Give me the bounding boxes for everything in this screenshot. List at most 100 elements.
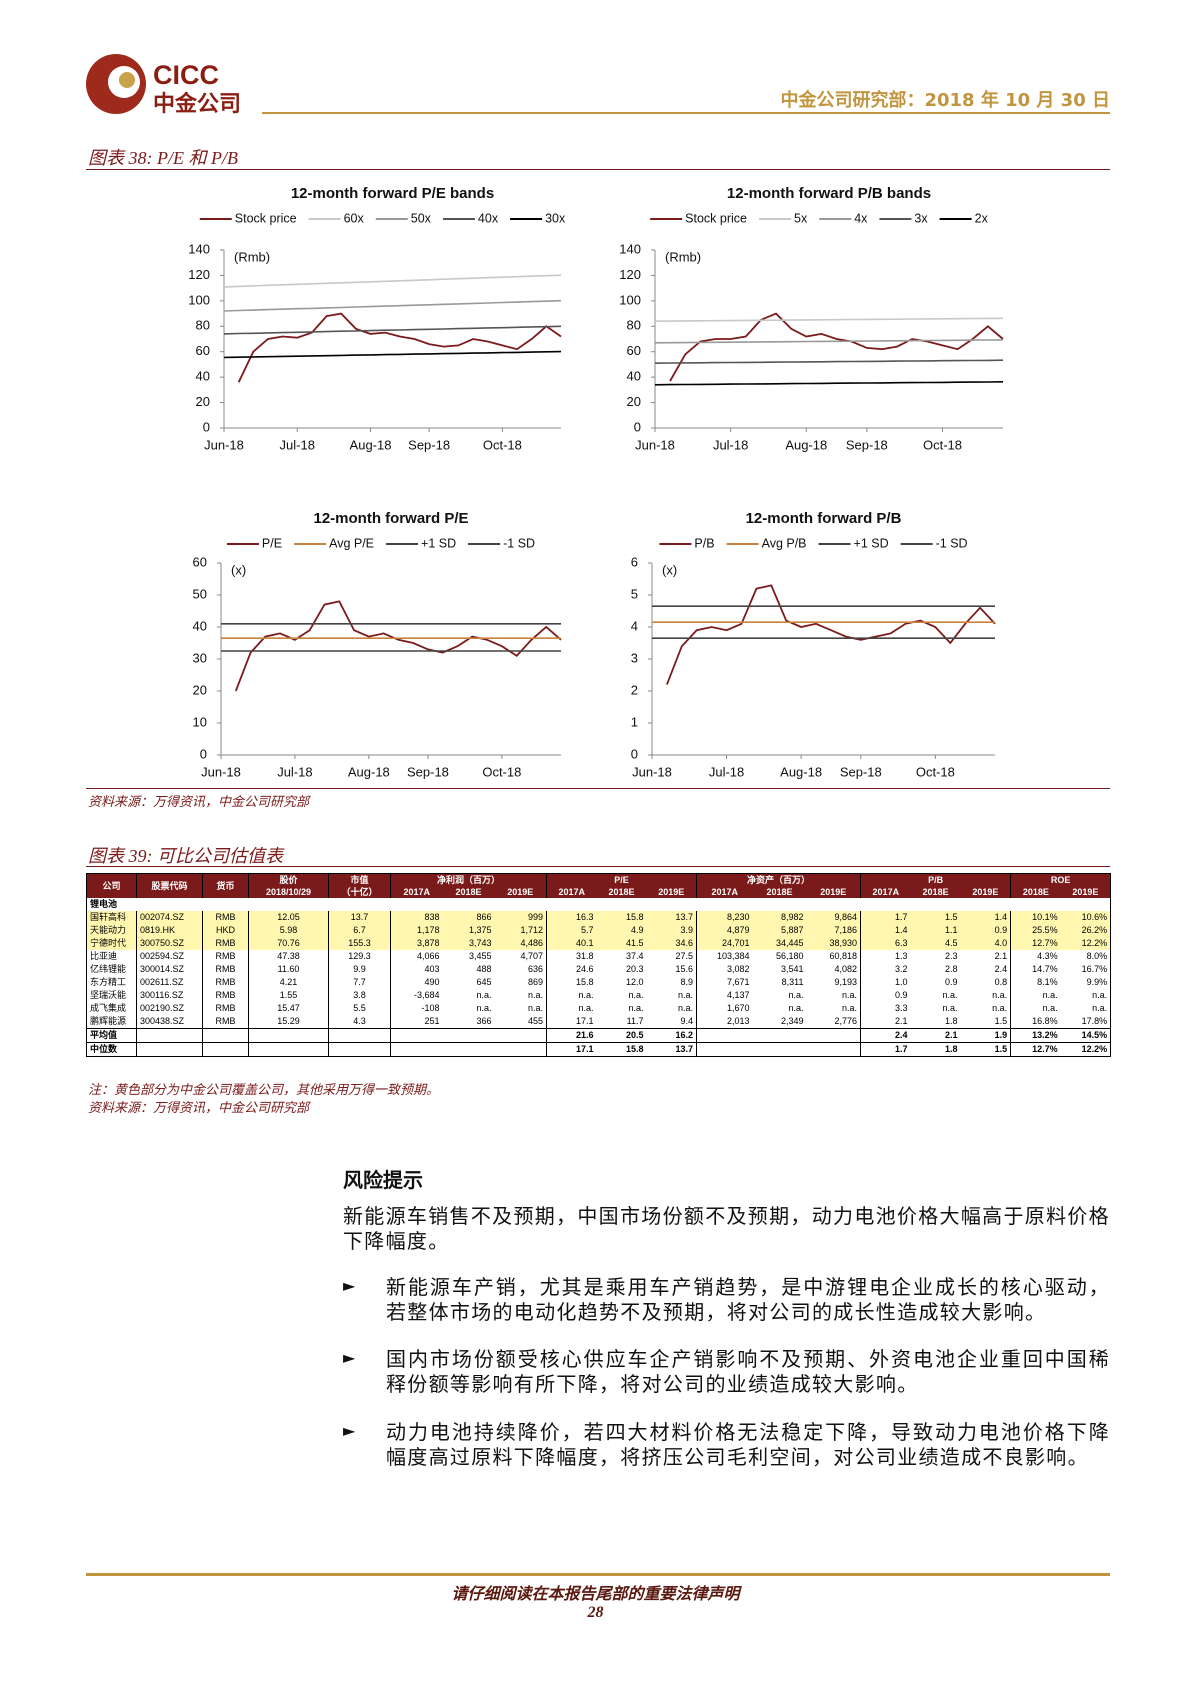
table-cell: n.a. (1092, 990, 1108, 1000)
y-tick-label: 40 (196, 369, 210, 384)
table-cell: 7,671 (727, 977, 750, 987)
table-cell: 5.5 (328, 1002, 391, 1015)
table-cell: 300750.SZ (136, 937, 203, 950)
table-cell: 12.05 (248, 911, 329, 924)
table-cell: 亿纬锂能 (86, 963, 137, 976)
y-tick-label: 0 (631, 746, 638, 761)
header-cell: 净利润（百万） (390, 873, 548, 886)
table-cell (752, 1028, 807, 1043)
table-cell: 40.1 (546, 937, 597, 950)
table-cell: 251 (424, 1016, 440, 1026)
x-tick-label: Sep-18 (407, 764, 449, 779)
table-cell (390, 1028, 443, 1043)
table-cell: 002611.SZ (136, 976, 203, 989)
legend-label: 50x (411, 211, 432, 225)
table-cell: 155.3 (328, 937, 391, 950)
table-cell: 1.8 (945, 1016, 958, 1026)
x-tick-label: Jun-18 (201, 764, 241, 779)
legend-label: 30x (545, 211, 566, 225)
table-cell: 866 (442, 911, 495, 924)
table-cell: 15.47 (248, 1002, 329, 1015)
table-cell: 47.38 (248, 950, 329, 963)
y-tick-label: 60 (627, 343, 641, 358)
summary-row: 平均值 21.6 20.5 16.2 2.4 2.1 1.9 13.2% 14.5% (86, 1028, 1111, 1043)
table-cell: 24,701 (696, 937, 753, 950)
annotation: (x) (231, 562, 246, 577)
table-cell: 5,887 (752, 924, 807, 937)
legend: Stock price 60x 50x 40x 30x (199, 211, 566, 225)
header-cell: 2019E (960, 886, 1012, 898)
table-cell: 11.7 (626, 1016, 644, 1026)
series-line (223, 325, 562, 335)
table-row: 比亚迪 002594.SZ RMB 47.38 129.3 4,066 3,455 4,707… (86, 950, 1111, 963)
table-cell: n.a. (578, 990, 594, 1000)
table-cell: 1,375 (442, 924, 495, 937)
table-cell: 3.2 (895, 964, 908, 974)
table-cell: 0819.HK (136, 924, 203, 937)
y-tick-label: 20 (193, 682, 207, 697)
header-row: 公司 股票代码 货币 股价 市值 净利润（百万） P/E 净资产（百万） P/B ROE (86, 873, 1112, 898)
legend-label: 2x (975, 211, 989, 225)
table-cell (136, 1028, 203, 1043)
table-cell: n.a. (806, 989, 862, 1002)
x-tick-label: Oct-18 (916, 764, 955, 779)
table-cell: 成飞集成 (86, 1002, 137, 1015)
y-tick-label: 50 (193, 586, 207, 601)
table-cell: 5.7 (546, 924, 597, 937)
table-cell: 1.8 (910, 1042, 961, 1057)
table-cell: 4.21 (248, 976, 329, 989)
table-row: 宁德时代 300750.SZ RMB 70.76 155.3 3,878 3,743 4,48… (86, 937, 1111, 950)
figure-title: 图表 39: 可比公司估值表 (88, 846, 283, 866)
legend-label: Avg P/B (762, 536, 807, 550)
table-cell (494, 1028, 548, 1043)
table-cell: 31.8 (576, 951, 594, 961)
table-cell: RMB (202, 976, 249, 989)
table-cell: 24.6 (576, 964, 594, 974)
chart-title: 12-month forward P/B (746, 510, 902, 527)
table-cell: 60,818 (806, 950, 862, 963)
header-cell: 2019E (1060, 886, 1111, 898)
table-cell: 455 (494, 1015, 548, 1029)
table-cell: 1,178 (390, 924, 443, 937)
series-line (223, 274, 562, 288)
table-cell: 0.9 (960, 924, 1012, 937)
table-cell: RMB (202, 950, 249, 963)
series-line (669, 312, 1004, 382)
table-cell: n.a. (806, 1002, 862, 1015)
header-cell: 2019E (806, 886, 862, 898)
table-cell: 15.29 (248, 1015, 329, 1029)
table-cell: 34,445 (752, 937, 807, 950)
y-tick-label: 10 (193, 714, 207, 729)
table-cell (248, 1042, 329, 1057)
table-cell (390, 1042, 443, 1057)
table-cell: 2.1 (910, 1028, 961, 1043)
table-cell: 1.4 (860, 924, 911, 937)
header-graphics (86, 54, 1110, 114)
table-cell: 14.7% (1032, 964, 1058, 974)
series-line (223, 299, 562, 312)
table-row: 成飞集成 002190.SZ RMB 15.47 5.5 -108 n.a. n.a. n.a.… (86, 1002, 1111, 1015)
table-cell: 129.3 (328, 950, 391, 963)
table-cell: 002190.SZ (136, 1002, 203, 1015)
series-line (223, 350, 562, 359)
legend-label: P/E (262, 536, 282, 550)
table-cell: 636 (494, 963, 548, 976)
table-cell: 东方精工 (86, 976, 137, 989)
header-cell: 2017A (390, 886, 443, 898)
x-tick-label: Jul-18 (709, 764, 744, 779)
table-cell: n.a. (960, 1002, 1012, 1015)
table-cell: 300438.SZ (136, 1015, 203, 1029)
table-cell: 12.2% (1060, 1042, 1111, 1057)
legend: P/B Avg P/B +1 SD -1 SD (659, 536, 968, 550)
table-cell (442, 1042, 495, 1057)
header-cell: 2018E (596, 886, 647, 898)
table-cell: 300014.SZ (136, 963, 203, 976)
table-cell: 2.4 (960, 963, 1012, 976)
table-cell: 2.1 (960, 950, 1012, 963)
legend-label: Avg P/E (329, 536, 374, 550)
table-row: 亿纬锂能 300014.SZ RMB 11.60 9.9 403 488 636 24.6 20.… (86, 963, 1111, 976)
table-cell: n.a. (646, 1002, 698, 1015)
x-tick-label: Aug-18 (348, 764, 390, 779)
table-cell: 1.3 (895, 951, 908, 961)
paragraph: 新能源车销售不及预期，中国市场份额不及预期，动力电池价格大幅高于原料价格下降幅度… (343, 1206, 1110, 1253)
